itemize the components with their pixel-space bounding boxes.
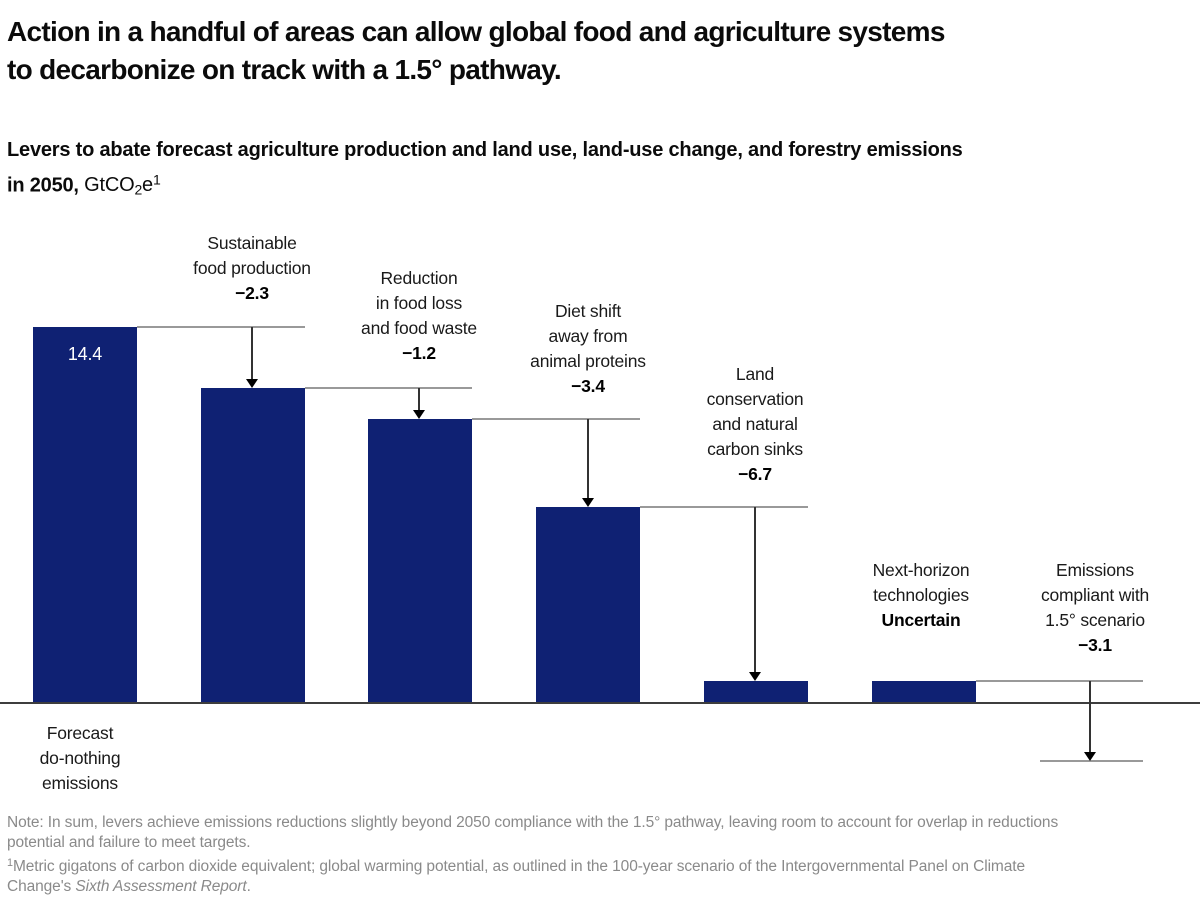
connector-line-4 [640,506,808,508]
annotation-value: Uncertain [881,610,961,630]
zero-axis-line [0,702,1200,704]
connector-line-2 [305,387,472,389]
annotation-sustainable-food-production: Sustainable food production −2.3 [157,231,347,306]
bar-diet-shift [536,507,640,702]
down-arrow-icon-2 [413,388,425,419]
annotation-emissions-compliant: Emissions compliant with 1.5° scenario −… [1000,558,1190,658]
down-arrow-icon-4 [749,507,761,681]
unit-label: GtCO2e1 [78,172,161,198]
annotation-value: −3.4 [571,376,605,396]
final-level-line [1040,760,1143,762]
down-arrow-icon-5 [1084,681,1096,761]
connector-line-1 [137,326,305,328]
annotation-value: −3.1 [1078,635,1112,655]
annotation-diet-shift: Diet shift away from animal proteins −3.… [493,299,683,399]
subtitle-bold-line2: in 2050, [7,174,79,197]
annotation-value: −6.7 [738,464,772,484]
chart-note: Note: In sum, levers achieve emissions r… [7,814,1059,851]
annotation-land-conservation: Land conservation and natural carbon sin… [660,362,850,487]
annotation-food-loss-waste: Reduction in food loss and food waste −1… [324,266,514,366]
page-title: Action in a handful of areas can allow g… [7,16,945,85]
start-bar-value: 14.4 [67,344,103,364]
subtitle-bold-line1: Levers to abate forecast agriculture pro… [7,139,963,161]
report-title-italic: Sixth Assessment Report [75,877,247,895]
chart-footnote: 1Metric gigatons of carbon dioxide equiv… [7,857,1025,895]
annotation-next-horizon: Next-horizon technologies Uncertain [826,558,1016,633]
bar-next-horizon [872,681,976,702]
bar-food-loss-waste [368,419,472,702]
bar-sustainable-food-production [201,388,305,702]
footnote-marker: 1 [7,857,13,869]
annotation-value: −2.3 [235,283,269,303]
down-arrow-icon-3 [582,419,594,507]
annotation-value: −1.2 [402,343,436,363]
bar-forecast-do-nothing [33,327,137,702]
bar-land-conservation [704,681,808,702]
chart-subtitle: Levers to abate forecast agriculture pro… [7,135,1177,205]
connector-line-3 [472,418,640,420]
down-arrow-icon-1 [246,327,258,388]
axis-label-forecast-do-nothing: Forecast do-nothing emissions [39,723,121,793]
connector-line-5 [976,680,1143,682]
